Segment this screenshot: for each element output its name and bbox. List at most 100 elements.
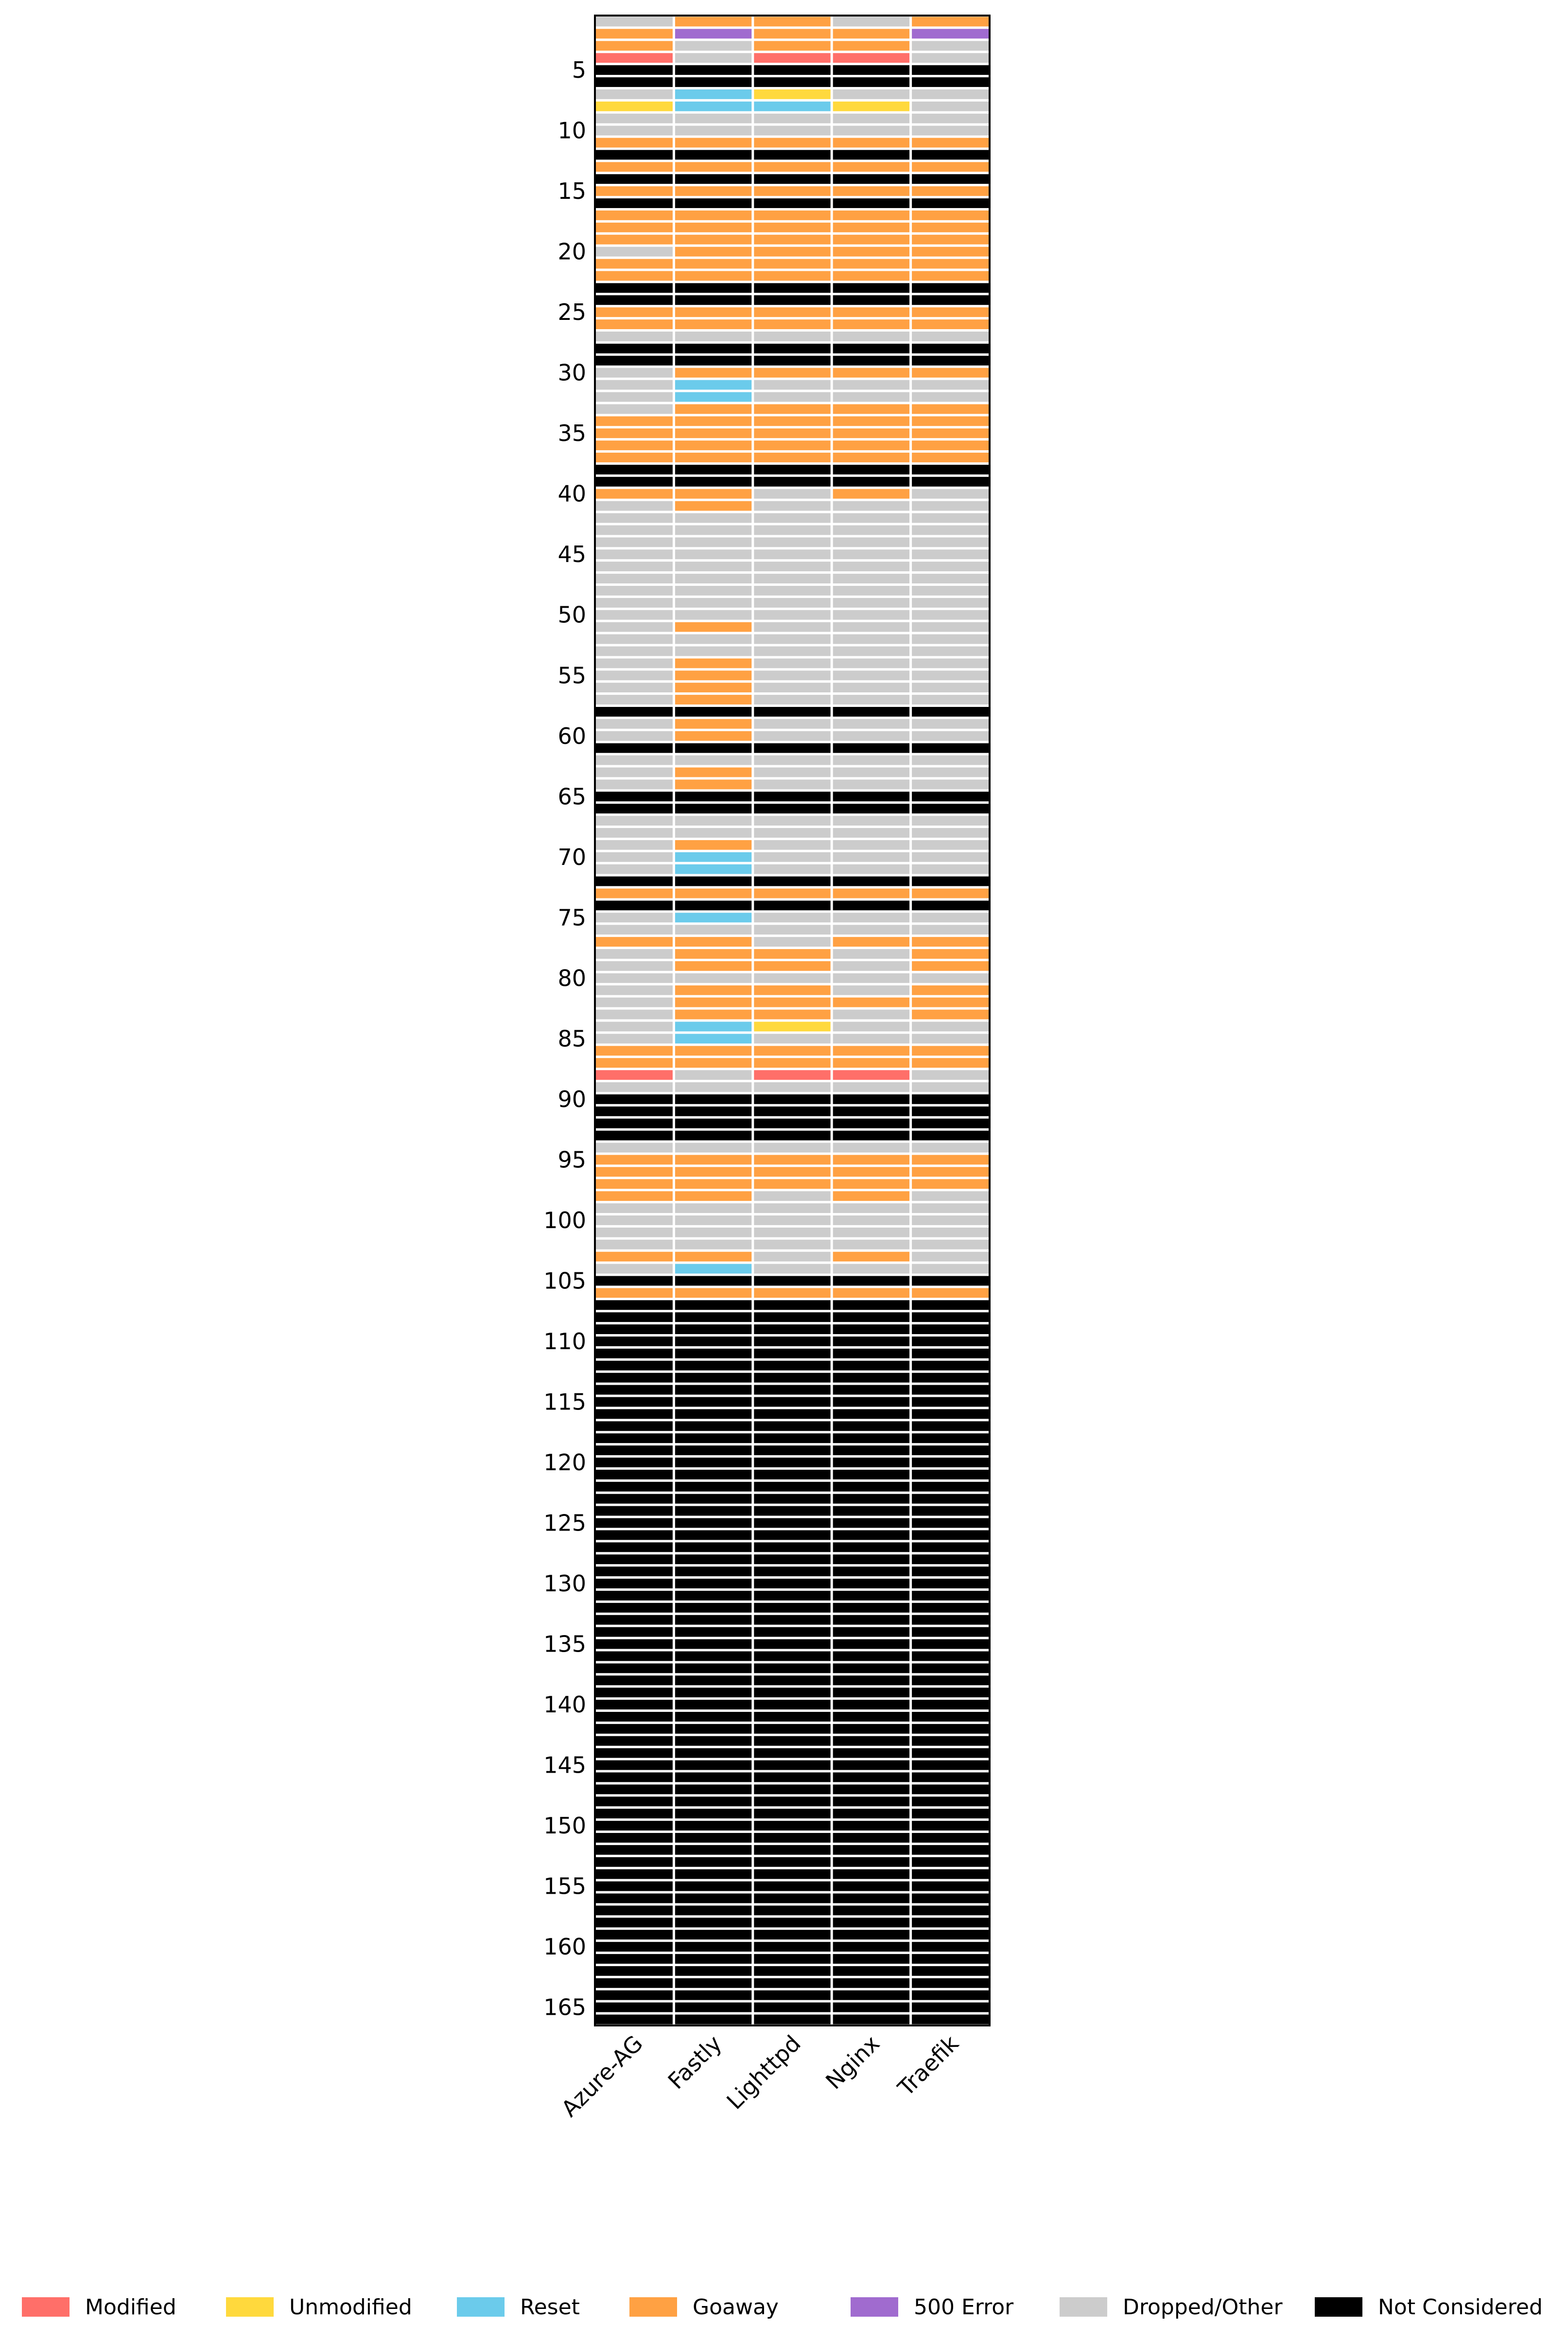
- heatmap-cell: [912, 1567, 990, 1577]
- heatmap-cell: [754, 1881, 831, 1891]
- heatmap-cell: [912, 283, 990, 293]
- y-tick-label: 30: [558, 360, 586, 386]
- heatmap-cell: [754, 113, 831, 123]
- legend: Modified Unmodified Reset Goaway 500 Error Dr…: [22, 2295, 1543, 2320]
- heatmap-cell: [675, 1385, 752, 1395]
- heatmap-cell: [912, 1518, 990, 1528]
- legend-label: Modified: [85, 2295, 176, 2320]
- y-tick-label: 145: [543, 1752, 586, 1778]
- heatmap-cell: [595, 610, 673, 620]
- heatmap-cell: [912, 1494, 990, 1504]
- heatmap-cell: [912, 1881, 990, 1891]
- y-tick-label: 5: [572, 57, 586, 83]
- heatmap-cell: [754, 259, 831, 269]
- heatmap-cell: [675, 1155, 752, 1165]
- heatmap-cell: [833, 1688, 910, 1698]
- heatmap-cell: [912, 1748, 990, 1758]
- heatmap-cell: [754, 234, 831, 245]
- legend-label: Not Considered: [1378, 2295, 1543, 2320]
- heatmap-cell: [833, 1167, 910, 1177]
- heatmap-cell: [833, 1227, 910, 1237]
- heatmap-cell: [754, 864, 831, 874]
- heatmap-cell: [912, 888, 990, 898]
- heatmap-cell: [675, 1688, 752, 1698]
- heatmap-cell: [912, 453, 990, 462]
- heatmap-cell: [833, 888, 910, 898]
- heatmap-cell: [833, 1748, 910, 1758]
- heatmap-cell: [675, 392, 752, 402]
- heatmap-cell: [675, 1990, 752, 2000]
- heatmap-cell: [754, 779, 831, 790]
- heatmap-cell: [595, 1639, 673, 1649]
- heatmap-cell: [595, 1494, 673, 1504]
- heatmap-cell: [912, 767, 990, 777]
- heatmap-cell: [912, 997, 990, 1007]
- heatmap-cell: [675, 1893, 752, 1903]
- heatmap-cell: [833, 1857, 910, 1867]
- heatmap-cell: [912, 1905, 990, 1916]
- heatmap-cell: [595, 198, 673, 208]
- heatmap-cell: [912, 29, 990, 39]
- heatmap-cell: [912, 331, 990, 341]
- heatmap-cell: [912, 1397, 990, 1407]
- heatmap-cell: [833, 1494, 910, 1504]
- heatmap-cell: [595, 1348, 673, 1358]
- heatmap-cell: [595, 1046, 673, 1056]
- heatmap-cell: [912, 1082, 990, 1092]
- heatmap-cell: [912, 1579, 990, 1588]
- heatmap-cell: [754, 525, 831, 535]
- heatmap-cell: [754, 125, 831, 136]
- heatmap-cell: [675, 476, 752, 487]
- heatmap-cell: [595, 1324, 673, 1334]
- heatmap-cell: [675, 1651, 752, 1661]
- heatmap-cell: [754, 1469, 831, 1479]
- heatmap-cell: [754, 89, 831, 99]
- heatmap-cell: [754, 1324, 831, 1334]
- heatmap-cell: [675, 234, 752, 245]
- heatmap-cell: [833, 174, 910, 184]
- heatmap-cell: [912, 1324, 990, 1334]
- heatmap-cell: [595, 1530, 673, 1540]
- heatmap-cell: [754, 1724, 831, 1734]
- heatmap-cell: [675, 464, 752, 475]
- heatmap-cell: [754, 1905, 831, 1916]
- heatmap-cell: [595, 549, 673, 560]
- heatmap-cell: [754, 1203, 831, 1213]
- heatmap-cell: [912, 646, 990, 656]
- heatmap-cell: [595, 683, 673, 693]
- heatmap-cell: [912, 537, 990, 547]
- heatmap-cell: [912, 1615, 990, 1625]
- heatmap-cell: [675, 1542, 752, 1552]
- heatmap-cell: [675, 731, 752, 741]
- heatmap-cell: [754, 1554, 831, 1565]
- heatmap-cell: [754, 1567, 831, 1577]
- y-tick-label: 70: [558, 844, 586, 870]
- heatmap-cell: [595, 89, 673, 99]
- heatmap-cell: [833, 1518, 910, 1528]
- heatmap-cell: [675, 634, 752, 644]
- heatmap-cell: [595, 1688, 673, 1698]
- heatmap-cell: [754, 888, 831, 898]
- heatmap-cell: [675, 271, 752, 281]
- heatmap-cell: [833, 1893, 910, 1903]
- heatmap-cell: [912, 1893, 990, 1903]
- heatmap-cell: [675, 1288, 752, 1298]
- heatmap-cell: [754, 476, 831, 487]
- x-tick-label: Azure-AG: [556, 2030, 648, 2122]
- heatmap-cell: [754, 707, 831, 717]
- heatmap-cell: [595, 1094, 673, 1104]
- heatmap-cell: [833, 2014, 910, 2024]
- heatmap-cell: [754, 937, 831, 947]
- heatmap-cell: [595, 125, 673, 136]
- heatmap-cell: [595, 1942, 673, 1952]
- heatmap-cell: [912, 1845, 990, 1855]
- heatmap-cell: [912, 1312, 990, 1322]
- heatmap-cell: [595, 1869, 673, 1879]
- y-tick-label: 110: [543, 1328, 586, 1355]
- heatmap-cell: [595, 1905, 673, 1916]
- heatmap-cell: [595, 585, 673, 596]
- heatmap-cell: [595, 464, 673, 475]
- heatmap-cell: [595, 1155, 673, 1165]
- heatmap-cell: [912, 658, 990, 669]
- heatmap-cell: [675, 1021, 752, 1032]
